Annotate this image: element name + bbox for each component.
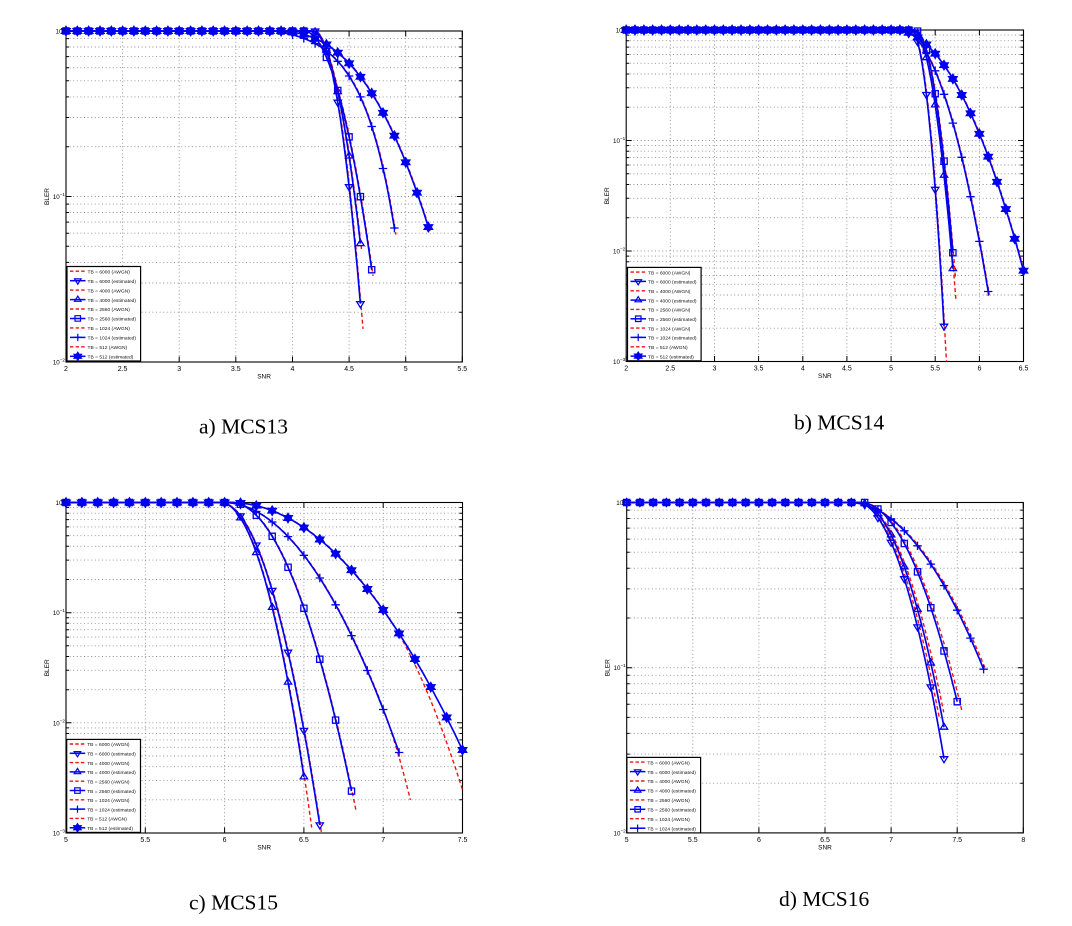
svg-text:TB = 2560 (AWGN): TB = 2560 (AWGN): [87, 780, 130, 786]
svg-text:2: 2: [624, 366, 628, 373]
svg-text:10−2: 10−2: [613, 247, 626, 256]
svg-text:6.5: 6.5: [1019, 366, 1029, 373]
svg-text:TB = 1024 (estimated): TB = 1024 (estimated): [648, 336, 697, 342]
svg-text:8: 8: [1021, 837, 1025, 844]
svg-text:BLER: BLER: [44, 188, 51, 205]
svg-text:TB = 1024 (AWGN): TB = 1024 (AWGN): [88, 326, 131, 332]
svg-text:TB = 1024 (AWGN): TB = 1024 (AWGN): [648, 326, 691, 332]
svg-text:TB = 512 (AWGN): TB = 512 (AWGN): [88, 345, 128, 351]
svg-text:BLER: BLER: [44, 659, 51, 676]
svg-text:TB = 4000 (estimated): TB = 4000 (estimated): [648, 298, 697, 304]
svg-text:3: 3: [177, 366, 181, 373]
svg-text:7.5: 7.5: [952, 837, 962, 844]
svg-text:3.5: 3.5: [754, 366, 764, 373]
svg-text:100: 100: [616, 498, 626, 507]
svg-text:TB = 2560 (AWGN): TB = 2560 (AWGN): [648, 308, 691, 314]
svg-text:10−1: 10−1: [613, 136, 626, 145]
svg-text:6: 6: [757, 837, 761, 844]
svg-text:TB = 6000 (AWGN): TB = 6000 (AWGN): [648, 270, 691, 276]
svg-text:TB = 1024 (estimated): TB = 1024 (estimated): [647, 826, 696, 832]
svg-text:10−2: 10−2: [53, 718, 66, 727]
svg-text:5.5: 5.5: [688, 837, 698, 844]
svg-text:TB = 6000 (estimated): TB = 6000 (estimated): [87, 752, 136, 758]
svg-text:TB = 2560 (AWGN): TB = 2560 (AWGN): [647, 798, 690, 804]
svg-text:4.5: 4.5: [842, 366, 852, 373]
svg-text:6.5: 6.5: [820, 837, 830, 844]
svg-text:4.5: 4.5: [344, 366, 354, 373]
svg-text:100: 100: [56, 498, 66, 507]
svg-text:100: 100: [56, 27, 66, 36]
svg-text:10−1: 10−1: [614, 663, 627, 672]
svg-text:3: 3: [713, 366, 717, 373]
svg-text:TB = 2560 (estimated): TB = 2560 (estimated): [647, 808, 696, 814]
svg-text:SNR: SNR: [257, 374, 271, 381]
svg-text:10−2: 10−2: [614, 828, 627, 837]
svg-text:TB = 2560 (AWGN): TB = 2560 (AWGN): [88, 307, 131, 313]
svg-text:4: 4: [801, 366, 805, 373]
svg-text:b) MCS14: b) MCS14: [794, 411, 884, 435]
svg-text:6: 6: [223, 837, 227, 844]
svg-text:TB = 1024 (estimated): TB = 1024 (estimated): [87, 807, 136, 813]
svg-text:7.5: 7.5: [458, 837, 468, 844]
svg-text:7: 7: [889, 837, 893, 844]
svg-text:3.5: 3.5: [231, 366, 241, 373]
svg-text:2: 2: [64, 366, 68, 373]
svg-text:SNR: SNR: [257, 845, 271, 852]
svg-text:TB = 1024 (AWGN): TB = 1024 (AWGN): [87, 798, 130, 804]
svg-text:BLER: BLER: [604, 187, 611, 204]
svg-text:d) MCS16: d) MCS16: [779, 887, 869, 911]
svg-text:7: 7: [381, 837, 385, 844]
svg-text:TB = 6000 (estimated): TB = 6000 (estimated): [88, 279, 137, 285]
svg-text:5.5: 5.5: [930, 366, 940, 373]
svg-text:TB = 1024 (estimated): TB = 1024 (estimated): [88, 336, 137, 342]
svg-text:c) MCS15: c) MCS15: [189, 891, 278, 915]
svg-text:6.5: 6.5: [299, 837, 309, 844]
svg-text:10−3: 10−3: [613, 357, 626, 366]
svg-text:TB = 512 (estimated): TB = 512 (estimated): [648, 354, 694, 360]
svg-text:TB = 6000 (estimated): TB = 6000 (estimated): [647, 770, 696, 776]
svg-text:TB = 4000 (estimated): TB = 4000 (estimated): [87, 770, 136, 776]
svg-text:SNR: SNR: [818, 373, 832, 380]
svg-text:10−2: 10−2: [53, 358, 66, 367]
svg-text:TB = 4000 (estimated): TB = 4000 (estimated): [647, 789, 696, 795]
svg-text:TB = 4000 (AWGN): TB = 4000 (AWGN): [647, 779, 690, 785]
svg-text:TB = 4000 (AWGN): TB = 4000 (AWGN): [648, 289, 691, 295]
svg-text:TB = 6000 (AWGN): TB = 6000 (AWGN): [88, 269, 131, 275]
svg-text:SNR: SNR: [818, 844, 832, 851]
svg-text:BLER: BLER: [605, 659, 612, 676]
svg-text:5: 5: [64, 837, 68, 844]
svg-text:TB = 2560 (estimated): TB = 2560 (estimated): [88, 317, 137, 323]
svg-text:6: 6: [977, 366, 981, 373]
svg-text:5: 5: [889, 366, 893, 373]
svg-text:5: 5: [404, 366, 408, 373]
svg-text:TB = 512 (estimated): TB = 512 (estimated): [87, 826, 133, 832]
svg-text:TB = 4000 (AWGN): TB = 4000 (AWGN): [88, 288, 131, 294]
svg-text:TB = 1024 (AWGN): TB = 1024 (AWGN): [647, 817, 690, 823]
svg-text:100: 100: [616, 26, 626, 35]
svg-text:10−3: 10−3: [53, 829, 66, 838]
svg-text:5: 5: [625, 837, 629, 844]
svg-text:5.5: 5.5: [457, 366, 467, 373]
svg-text:TB = 512 (estimated): TB = 512 (estimated): [88, 355, 134, 361]
svg-text:10−1: 10−1: [53, 608, 66, 617]
svg-text:4: 4: [291, 366, 295, 373]
svg-text:10−1: 10−1: [53, 192, 66, 201]
svg-text:TB = 2560 (estimated): TB = 2560 (estimated): [87, 789, 136, 795]
svg-text:TB = 4000 (estimated): TB = 4000 (estimated): [88, 298, 137, 304]
svg-text:2.5: 2.5: [665, 366, 675, 373]
svg-text:TB = 6000 (estimated): TB = 6000 (estimated): [648, 280, 697, 286]
svg-text:TB = 512 (AWGN): TB = 512 (AWGN): [648, 345, 688, 351]
svg-text:TB = 2560 (estimated): TB = 2560 (estimated): [648, 317, 697, 323]
svg-text:TB = 6000 (AWGN): TB = 6000 (AWGN): [647, 760, 690, 766]
svg-text:a) MCS13: a) MCS13: [199, 415, 288, 439]
svg-text:TB = 4000 (AWGN): TB = 4000 (AWGN): [87, 761, 130, 767]
svg-text:5.5: 5.5: [140, 837, 150, 844]
svg-text:2.5: 2.5: [118, 366, 128, 373]
svg-text:TB = 6000 (AWGN): TB = 6000 (AWGN): [87, 742, 130, 748]
svg-text:TB = 512 (AWGN): TB = 512 (AWGN): [87, 817, 127, 823]
